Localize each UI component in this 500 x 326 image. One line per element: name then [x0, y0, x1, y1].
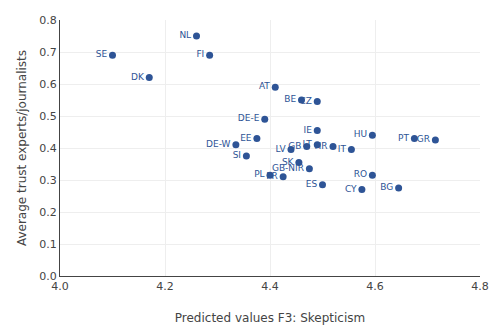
svg-text:PL: PL	[254, 169, 264, 179]
svg-text:LV: LV	[275, 144, 286, 154]
svg-text:DE-W: DE-W	[206, 139, 230, 149]
svg-text:FI: FI	[196, 49, 204, 59]
svg-text:0.7: 0.7	[39, 46, 57, 59]
svg-text:ES: ES	[306, 179, 318, 189]
svg-text:4.2: 4.2	[156, 280, 174, 293]
svg-text:SK: SK	[282, 157, 295, 167]
svg-text:SI: SI	[233, 150, 241, 160]
svg-text:HU: HU	[354, 129, 367, 139]
svg-text:4.8: 4.8	[471, 280, 489, 293]
svg-text:CY: CY	[345, 184, 357, 194]
svg-text:0.2: 0.2	[39, 206, 57, 219]
svg-text:LT: LT	[303, 139, 313, 149]
svg-text:PT: PT	[398, 133, 409, 143]
svg-text:4.4: 4.4	[261, 280, 279, 293]
svg-text:FR: FR	[266, 171, 277, 181]
svg-text:CZ: CZ	[299, 96, 311, 106]
svg-text:NL: NL	[179, 30, 191, 40]
svg-text:0.4: 0.4	[39, 142, 57, 155]
svg-text:0.8: 0.8	[39, 14, 57, 27]
svg-text:BE: BE	[284, 94, 296, 104]
svg-text:GB: GB	[288, 141, 301, 151]
svg-text:HR: HR	[315, 141, 328, 151]
svg-text:IT: IT	[338, 144, 347, 154]
svg-text:Average trust experts/journali: Average trust experts/journalists	[15, 50, 29, 246]
svg-text:0.5: 0.5	[39, 110, 57, 123]
svg-text:0.3: 0.3	[39, 174, 57, 187]
svg-text:0.6: 0.6	[39, 78, 57, 91]
svg-text:DK: DK	[131, 72, 145, 82]
svg-text:0.1: 0.1	[39, 238, 57, 251]
svg-text:4.0: 4.0	[51, 280, 69, 293]
svg-text:RO: RO	[354, 169, 367, 179]
svg-text:0.0: 0.0	[39, 270, 57, 283]
svg-text:EE: EE	[240, 133, 252, 143]
svg-text:GR: GR	[417, 134, 430, 144]
svg-text:Predicted values F3: Skepticis: Predicted values F3: Skepticism	[175, 311, 365, 325]
svg-text:SE: SE	[96, 49, 108, 59]
svg-text:GB-NIR: GB-NIR	[272, 163, 304, 173]
svg-text:IE: IE	[304, 125, 313, 135]
svg-text:AT: AT	[259, 81, 270, 91]
svg-text:BG: BG	[380, 182, 393, 192]
svg-text:4.6: 4.6	[366, 280, 384, 293]
svg-text:DE-E: DE-E	[238, 113, 260, 123]
